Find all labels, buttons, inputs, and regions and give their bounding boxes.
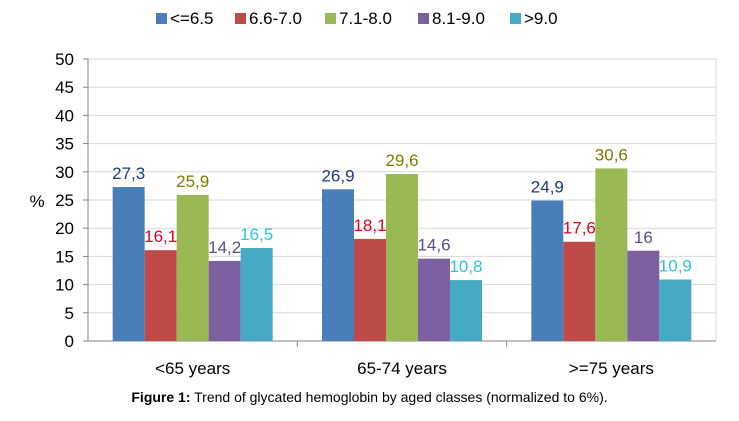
bar: [144, 250, 177, 341]
legend-label: >9.0: [524, 9, 558, 28]
y-tick-label: 45: [55, 78, 74, 97]
y-tick-label: 10: [55, 276, 74, 295]
bar: [659, 279, 692, 341]
bar-data-label: 17,6: [563, 219, 596, 238]
bar: [531, 200, 564, 341]
bar-data-label: 26,9: [321, 166, 354, 185]
caption-label: Figure 1:: [131, 389, 191, 405]
y-tick-label: 20: [55, 219, 74, 238]
bar: [354, 238, 386, 341]
legend-label: <=6.5: [170, 9, 214, 28]
figure-caption: Figure 1: Trend of glycated hemoglobin b…: [0, 389, 739, 405]
y-axis-label: %: [29, 192, 44, 211]
legend-swatch: [418, 13, 429, 24]
bar: [208, 260, 241, 341]
legend-label: 7.1-8.0: [339, 9, 392, 28]
bar: [450, 280, 482, 341]
y-tick-label: 40: [55, 106, 74, 125]
x-tick-label: >=75 years: [569, 359, 654, 378]
bar-data-label: 25,9: [176, 172, 209, 191]
bar: [176, 194, 209, 341]
y-tick-label: 5: [65, 304, 74, 323]
legend-label: 8.1-9.0: [432, 9, 485, 28]
bar-data-label: 10,8: [449, 257, 482, 276]
bar: [595, 168, 628, 341]
y-tick-label: 50: [55, 50, 74, 69]
legend-swatch: [510, 13, 521, 24]
legend-swatch: [235, 13, 246, 24]
bar-data-label: 10,9: [659, 257, 692, 276]
y-tick-label: 30: [55, 163, 74, 182]
bar-data-label: 16,5: [240, 225, 273, 244]
x-tick-label: 65-74 years: [357, 359, 447, 378]
bar: [418, 258, 450, 341]
y-tick-label: 0: [65, 332, 74, 351]
bar-data-label: 29,6: [385, 151, 418, 170]
bar-data-label: 14,6: [417, 236, 450, 255]
y-tick-label: 25: [55, 191, 74, 210]
bar: [386, 174, 418, 341]
bar-data-label: 16,1: [144, 227, 177, 246]
legend-label: 6.6-7.0: [249, 9, 302, 28]
legend-swatch: [325, 13, 336, 24]
bar-data-label: 24,9: [531, 178, 564, 197]
bar-chart: 0 5 10 15 20 25 30 35 40 45 50% 27,3 16,1 25,9 14,216,…: [29, 9, 717, 378]
bar: [563, 241, 596, 341]
x-tick-label: <65 years: [155, 359, 230, 378]
caption-text: Trend of glycated hemoglobin by aged cla…: [190, 389, 608, 405]
y-tick-label: 35: [55, 135, 74, 154]
bar: [322, 189, 354, 341]
bar: [240, 247, 273, 341]
bar-data-label: 14,2: [208, 238, 241, 257]
bar: [627, 250, 660, 341]
bar-data-label: 30,6: [595, 145, 628, 164]
legend-swatch: [156, 13, 167, 24]
bar-data-label: 18,1: [353, 216, 386, 235]
y-tick-label: 15: [55, 247, 74, 266]
bar-data-label: 16: [634, 228, 653, 247]
bar: [112, 187, 145, 341]
bar-data-label: 27,3: [112, 164, 145, 183]
